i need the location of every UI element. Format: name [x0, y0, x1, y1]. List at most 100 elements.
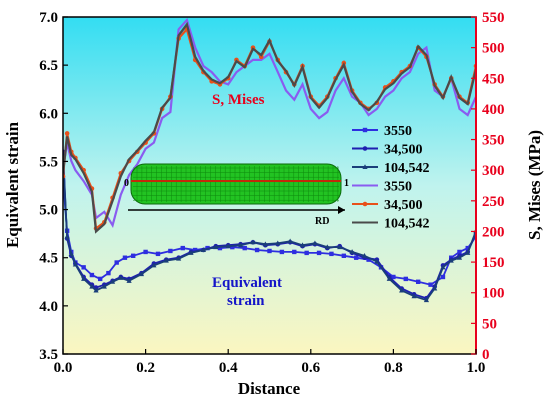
series-mises-3 [63, 17, 476, 229]
x-tick-label: 1.0 [467, 360, 486, 376]
y-right-tick-label: 450 [482, 71, 505, 87]
annotation-strain-line2: strain [227, 293, 265, 309]
legend-label: 3550 [384, 180, 412, 195]
x-tick-label: 0.6 [301, 360, 320, 376]
data-point [106, 270, 111, 276]
inset-label-rd: RD [315, 216, 329, 227]
y-left-tick-label: 4.0 [39, 299, 58, 315]
data-point [440, 264, 446, 270]
data-point [180, 245, 185, 251]
series-line [63, 180, 476, 286]
data-point [366, 257, 371, 262]
data-point [299, 242, 306, 248]
legend: 3550 34,500 104,542 3550 34,500 104,542 [352, 124, 430, 232]
data-point [428, 282, 433, 287]
data-point [109, 278, 116, 284]
data-point [362, 164, 368, 169]
y-right-tick-label: 250 [482, 194, 505, 210]
x-axis-ticks: 0.0 0.2 0.4 0.6 0.8 1.0 [54, 349, 486, 376]
data-point [304, 250, 309, 256]
data-point [456, 254, 463, 260]
data-point [200, 247, 207, 253]
y-right-tick-label: 300 [482, 163, 505, 179]
legend-label: 34,500 [384, 198, 423, 213]
data-point [225, 243, 231, 249]
data-point [391, 274, 396, 280]
y-right-tick-label: 550 [482, 10, 505, 26]
inset-rd-arrowhead [338, 206, 345, 214]
data-point [192, 247, 198, 253]
data-point [362, 201, 368, 207]
annotation-mises: S, Mises [212, 92, 265, 108]
legend-label: 104,542 [384, 217, 430, 232]
data-point [72, 261, 78, 267]
data-point [312, 240, 318, 246]
data-point [131, 253, 136, 258]
legend-label: 34,500 [384, 143, 423, 158]
x-tick-label: 0.4 [219, 360, 238, 376]
y-left-tick-label: 6.5 [39, 58, 58, 74]
data-point [329, 251, 334, 257]
inset-model: 0 1 RD [124, 163, 349, 227]
data-point [151, 262, 157, 268]
data-point [432, 285, 438, 291]
data-point [349, 249, 355, 254]
data-point [361, 252, 368, 258]
series-mises-5 [63, 21, 476, 234]
data-point [440, 274, 446, 280]
data-point [138, 271, 145, 277]
data-point [267, 248, 272, 254]
y-right-axis-title: S, Mises (MPa) [525, 130, 544, 240]
data-point [362, 127, 368, 133]
data-point [97, 276, 103, 282]
data-point [168, 248, 173, 254]
data-point [415, 279, 421, 284]
y-right-tick-label: 350 [482, 133, 505, 149]
data-point [213, 244, 219, 250]
data-point [242, 245, 247, 251]
left-axis-ticks: 3.5 4.0 4.5 5.0 5.5 6.0 6.5 7.0 [39, 10, 68, 363]
data-point [176, 255, 182, 261]
data-point [457, 249, 462, 255]
legend-label: 3550 [384, 124, 412, 139]
y-right-tick-label: 50 [482, 316, 497, 332]
y-left-tick-label: 5.0 [39, 203, 58, 219]
data-point [188, 250, 194, 255]
data-point [465, 245, 470, 251]
data-point [465, 250, 471, 255]
data-point [122, 255, 128, 260]
y-left-tick-label: 7.0 [39, 10, 58, 26]
data-point [275, 240, 281, 246]
data-point [448, 257, 454, 263]
data-point [101, 283, 107, 289]
data-point [143, 249, 148, 255]
data-point [374, 258, 380, 264]
data-point [163, 257, 169, 263]
data-point [337, 244, 343, 250]
series-line [63, 17, 476, 229]
y-right-tick-label: 100 [482, 286, 505, 302]
y-left-tick-label: 5.5 [39, 154, 58, 170]
x-tick-label: 0.2 [136, 360, 155, 376]
data-point [411, 293, 417, 299]
x-tick-label: 0.8 [384, 360, 403, 376]
annotation-strain-line1: Equivalent [212, 275, 282, 291]
y-right-tick-label: 500 [482, 41, 505, 57]
data-point [386, 276, 392, 281]
inset-mesh-bar [130, 163, 342, 205]
data-point [279, 249, 285, 255]
data-point [254, 247, 260, 253]
data-point [423, 297, 430, 303]
data-point [403, 276, 408, 282]
series-strain-2 [63, 153, 476, 303]
y-right-tick-label: 150 [482, 255, 505, 271]
data-point [68, 251, 74, 256]
data-point [89, 283, 95, 289]
y-left-tick-label: 6.0 [39, 106, 58, 122]
data-point [237, 242, 244, 248]
y-left-tick-label: 3.5 [39, 347, 58, 363]
data-point [258, 54, 264, 60]
data-point [217, 245, 223, 251]
data-point [114, 260, 119, 265]
